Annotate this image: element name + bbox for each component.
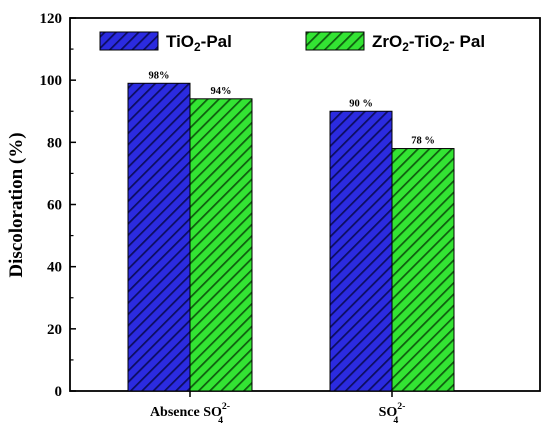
y-tick-label: 80 [47, 135, 62, 151]
bars: 98% 90 % 94% 78 % [127, 70, 455, 392]
x-category-label: SO2-4 [379, 401, 406, 426]
data-label-series1-cat1: 98% [149, 70, 170, 81]
bar-series1-cat2 [329, 110, 393, 392]
legend-swatch-zro2-tio2-pal [305, 31, 365, 51]
data-label-series2-cat1: 94% [211, 86, 232, 97]
y-axis: 0 20 40 60 80 100 120 [40, 11, 76, 400]
data-label-series1-cat2: 90 % [349, 98, 373, 109]
bar-series2-cat1 [189, 98, 253, 392]
y-tick-label: 120 [40, 11, 63, 27]
y-tick-label: 0 [55, 384, 63, 400]
y-tick-label: 60 [47, 198, 62, 214]
y-tick-label: 100 [40, 73, 63, 89]
bar-series1-cat1 [127, 82, 191, 392]
x-axis: Absence SO2-4 SO2-4 [150, 391, 405, 426]
data-label-series2-cat2: 78 % [411, 136, 435, 147]
y-axis-title: Discoloration (%) [6, 132, 27, 277]
y-tick-label: 40 [47, 260, 62, 276]
x-category-label: Absence SO2-4 [150, 401, 230, 426]
legend-swatch-tio2-pal [99, 31, 159, 51]
y-tick-label: 20 [47, 322, 62, 338]
bar-series2-cat2 [391, 148, 455, 392]
legend-label-tio2-pal: TiO2-Pal [166, 32, 232, 54]
legend: TiO2-Pal ZrO2-TiO2- Pal [99, 31, 485, 54]
legend-label-zro2-tio2-pal: ZrO2-TiO2- Pal [372, 32, 485, 54]
